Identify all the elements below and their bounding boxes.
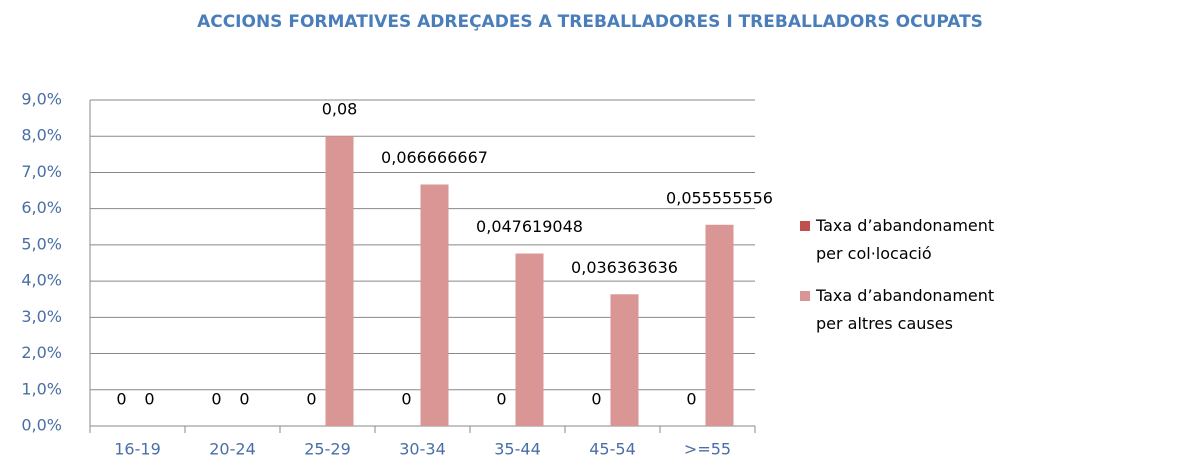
bar bbox=[515, 253, 544, 426]
data-label: 0,08 bbox=[322, 100, 358, 119]
data-label: 0 bbox=[116, 390, 126, 409]
data-label: 0 bbox=[211, 390, 221, 409]
y-tick-label: 2,0% bbox=[21, 343, 62, 362]
data-label: 0,036363636 bbox=[571, 258, 678, 277]
x-tick-label: 35-44 bbox=[494, 440, 541, 459]
data-label: 0,055555556 bbox=[666, 188, 773, 207]
x-tick-label: 16-19 bbox=[114, 440, 161, 459]
legend: Taxa d’abandonament per col·locació Taxa … bbox=[800, 212, 1000, 352]
data-label: 0,047619048 bbox=[476, 217, 583, 236]
data-label: 0 bbox=[306, 390, 316, 409]
x-tick-label: >=55 bbox=[684, 440, 731, 459]
x-tick-label: 45-54 bbox=[589, 440, 636, 459]
y-tick-label: 1,0% bbox=[21, 379, 62, 398]
bar bbox=[325, 136, 354, 426]
legend-item: Taxa d’abandonament per altres causes bbox=[800, 282, 1000, 338]
legend-item: Taxa d’abandonament per col·locació bbox=[800, 212, 1000, 268]
y-tick-label: 5,0% bbox=[21, 234, 62, 253]
bar bbox=[705, 224, 734, 426]
data-label: 0 bbox=[496, 390, 506, 409]
data-label: 0 bbox=[239, 390, 249, 409]
y-tick-label: 6,0% bbox=[21, 198, 62, 217]
data-label: 0 bbox=[401, 390, 411, 409]
y-tick-label: 0,0% bbox=[21, 416, 62, 435]
legend-swatch bbox=[800, 291, 810, 301]
bar bbox=[610, 294, 639, 426]
legend-label: Taxa d’abandonament per col·locació bbox=[816, 216, 995, 263]
legend-label: Taxa d’abandonament per altres causes bbox=[816, 286, 995, 333]
data-label: 0 bbox=[591, 390, 601, 409]
y-tick-label: 8,0% bbox=[21, 126, 62, 145]
x-tick-label: 25-29 bbox=[304, 440, 351, 459]
data-label: 0 bbox=[144, 390, 154, 409]
x-tick-label: 30-34 bbox=[399, 440, 446, 459]
x-tick-label: 20-24 bbox=[209, 440, 256, 459]
legend-swatch bbox=[800, 221, 810, 231]
y-tick-label: 4,0% bbox=[21, 271, 62, 290]
bar bbox=[420, 184, 449, 426]
y-tick-label: 3,0% bbox=[21, 307, 62, 326]
data-label: 0 bbox=[686, 390, 696, 409]
chart-title: ACCIONS FORMATIVES ADREÇADES A TREBALLAD… bbox=[197, 12, 983, 32]
data-label: 0,066666667 bbox=[381, 148, 488, 167]
y-tick-label: 9,0% bbox=[21, 90, 62, 109]
y-tick-label: 7,0% bbox=[21, 162, 62, 181]
